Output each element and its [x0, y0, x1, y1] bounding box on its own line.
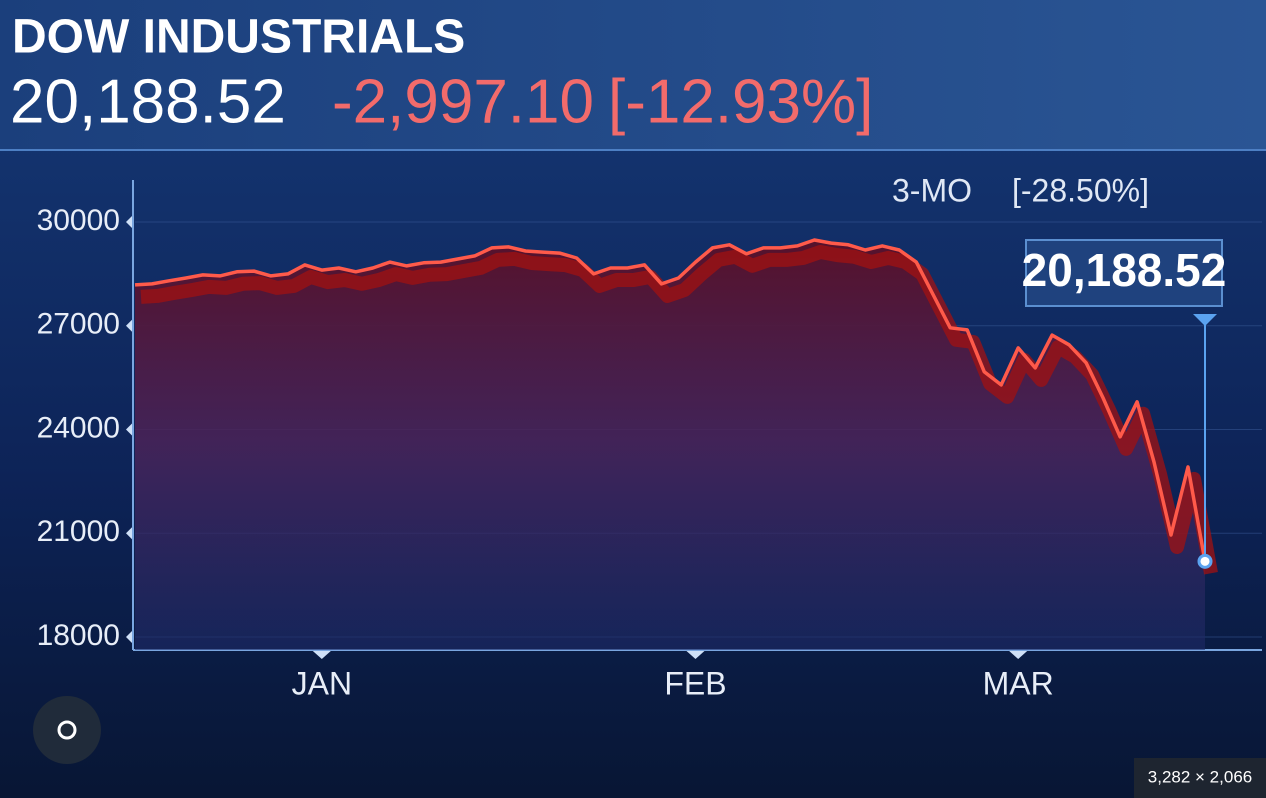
header-band — [0, 0, 1266, 150]
x-tick-mark — [312, 651, 331, 659]
size-badge — [1134, 758, 1266, 798]
title: DOW INDUSTRIALS — [12, 11, 465, 64]
last-point — [1197, 553, 1213, 569]
price: 20,188.52 — [10, 67, 286, 136]
change: -2,997.10 — [332, 67, 594, 136]
lens-icon — [57, 720, 77, 740]
y-tick-label: 27000 — [37, 308, 120, 341]
callout-pointer — [1193, 314, 1217, 326]
x-tick-mark — [686, 651, 705, 659]
x-tick-label: MAR — [983, 665, 1054, 701]
y-tick-label: 30000 — [37, 204, 120, 237]
y-tick-label: 24000 — [37, 411, 120, 444]
period-change: [-28.50%] — [1012, 172, 1149, 208]
price-callout-label: 20,188.52 — [1022, 244, 1227, 296]
price-line — [134, 238, 1207, 562]
x-tick-mark — [1009, 651, 1028, 659]
ribbon-shadow — [140, 245, 1218, 575]
plot: 18000 21000 24000 27000 30000 JAN FEB MAR — [37, 180, 1262, 701]
lens-button[interactable] — [33, 696, 101, 764]
y-tick-mark — [126, 527, 132, 540]
change-pct: [-12.93%] — [608, 67, 873, 136]
area-fill — [135, 240, 1205, 650]
x-tick-label: JAN — [292, 665, 352, 701]
x-tick-label: FEB — [664, 665, 726, 701]
y-tick-mark — [126, 216, 132, 228]
y-tick-label: 21000 — [37, 515, 120, 548]
y-tick-mark — [126, 423, 132, 436]
y-tick-label: 18000 — [37, 619, 120, 652]
price-callout — [1025, 239, 1223, 307]
y-tick-mark — [126, 631, 132, 643]
image-size: 3,282 × 2,066 — [1148, 767, 1252, 786]
y-tick-mark — [126, 319, 132, 332]
period: 3-MO — [892, 172, 972, 208]
